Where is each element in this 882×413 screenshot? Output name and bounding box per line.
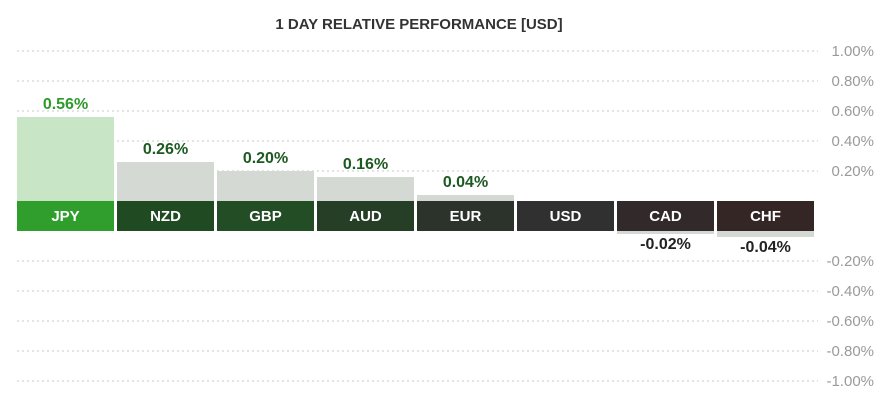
value-label: 0.20%: [243, 150, 288, 167]
category-strip-jpy: [17, 201, 114, 231]
category-label: GBP: [249, 208, 282, 225]
y-tick-label: 1.00%: [831, 43, 874, 60]
y-tick-label: -0.20%: [826, 253, 874, 270]
value-label: 0.04%: [443, 174, 488, 191]
category-strip-chf: [717, 201, 814, 231]
value-label: -0.04%: [740, 239, 791, 256]
category-strip-gbp: [217, 201, 314, 231]
category-label: CAD: [649, 208, 682, 225]
bar-eur: [417, 195, 514, 201]
value-label: 0.26%: [143, 141, 188, 158]
bar-aud: [317, 177, 414, 201]
y-tick-label: -1.00%: [826, 373, 874, 390]
category-label: NZD: [150, 208, 181, 225]
category-label: EUR: [450, 208, 482, 225]
y-tick-label: 0.60%: [831, 103, 874, 120]
y-tick-label: 0.40%: [831, 133, 874, 150]
bar-nzd: [117, 162, 214, 201]
value-label: 0.16%: [343, 156, 388, 173]
category-label: CHF: [750, 208, 781, 225]
category-strip-eur: [417, 201, 514, 231]
bars: JPY 0.56% NZD 0.26% GBP 0.20% AUD 0.16% EUR 0.04%…: [17, 96, 814, 256]
category-strip-usd: [517, 201, 614, 231]
bar-gbp: [217, 171, 314, 201]
y-tick-label: 0.20%: [831, 163, 874, 180]
y-tick-label: 0.80%: [831, 73, 874, 90]
y-tick-label: -0.40%: [826, 283, 874, 300]
y-tick-label: -0.60%: [826, 313, 874, 330]
bar-chf: [717, 231, 814, 237]
category-strip-aud: [317, 201, 414, 231]
y-tick-label: -0.80%: [826, 343, 874, 360]
category-label: JPY: [51, 208, 79, 225]
bar-jpy: [17, 117, 114, 201]
value-label: 0.56%: [43, 96, 88, 113]
bar-cad: [617, 231, 714, 234]
grid-lines: [17, 50, 818, 382]
category-label: AUD: [349, 208, 382, 225]
category-strip-cad: [617, 201, 714, 231]
value-label: -0.02%: [640, 236, 691, 253]
chart-title: 1 DAY RELATIVE PERFORMANCE [USD]: [275, 16, 562, 33]
y-axis-ticks: 1.00% 0.80% 0.60% 0.40% 0.20% -0.20% -0.40% -0.…: [826, 43, 874, 390]
category-strip-nzd: [117, 201, 214, 231]
category-label: USD: [550, 208, 582, 225]
